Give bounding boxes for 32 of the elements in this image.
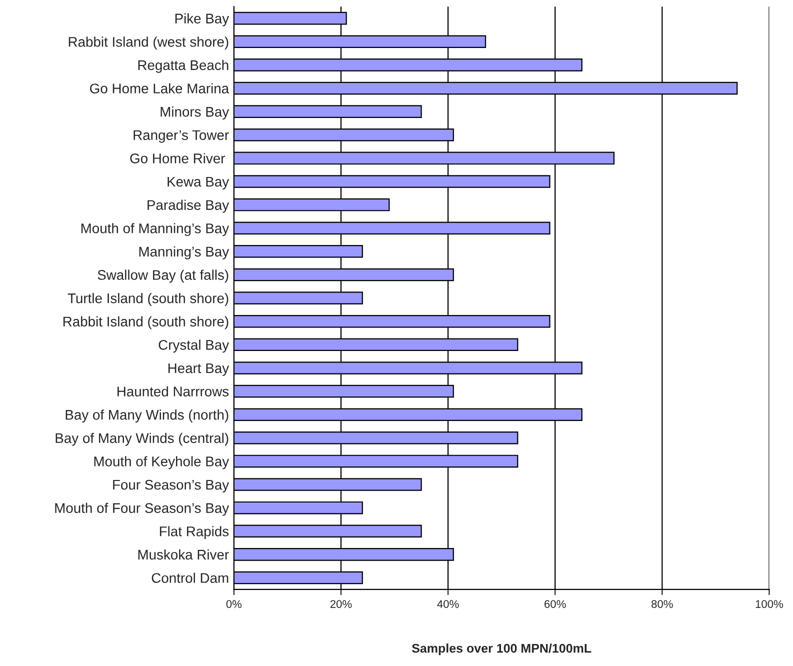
y-tick-label: Paradise Bay [148,200,230,213]
x-tick-label: 60% [544,600,566,608]
y-tick-label: Rabbit Island (west shore) [68,36,228,50]
y-tick-label: Kewa Bay [168,176,230,190]
y-tick-label: Rabbit Island (south shore) [63,316,228,330]
x-tick-label: 0% [226,600,242,608]
y-tick-label: Manning’s Bay [139,246,230,260]
x-tick-label: 80% [652,600,673,608]
y-tick-label: Heart Bay [168,363,230,376]
y-tick-label: Crystal Bay [158,340,230,353]
y-tick-label: Mouth of Keyhole Bay [94,456,230,470]
y-tick-label: Control Dam [152,572,228,583]
y-tick-label: Mouth of Four Season’s Bay [55,502,230,516]
x-tick-label: 100% [756,600,784,608]
y-tick-label: Minors Bay [160,106,230,120]
y-tick-label: Pike Bay [175,13,230,26]
y-tick-label: Turtle Island (south shore) [68,293,228,306]
y-tick-label: Mouth of Manning’s Bay [81,223,230,236]
y-tick-label: Bay of Many Winds (central) [56,432,228,446]
y-tick-label: Go Home River [130,153,225,164]
y-tick-label: Go Home Lake Marina [90,83,230,94]
x-axis-title: Samples over 100 MPN/100mL [412,644,592,656]
y-tick-label: Regatta Beach [138,60,228,73]
y-tick-label: Ranger’s Tower [134,130,229,143]
y-tick-label: Flat Rapids [160,526,229,540]
y-tick-label: Four Season’s Bay [113,480,230,492]
x-tick-label: 20% [330,600,352,608]
y-tick-label: Muskoka River [138,549,229,560]
y-tick-label: Haunted Narrrows [118,386,229,396]
y-tick-label: Bay of Many Winds (north) [66,410,228,422]
x-tick-label: 40% [437,600,459,608]
y-tick-label: Swallow Bay (at falls) [98,270,228,283]
